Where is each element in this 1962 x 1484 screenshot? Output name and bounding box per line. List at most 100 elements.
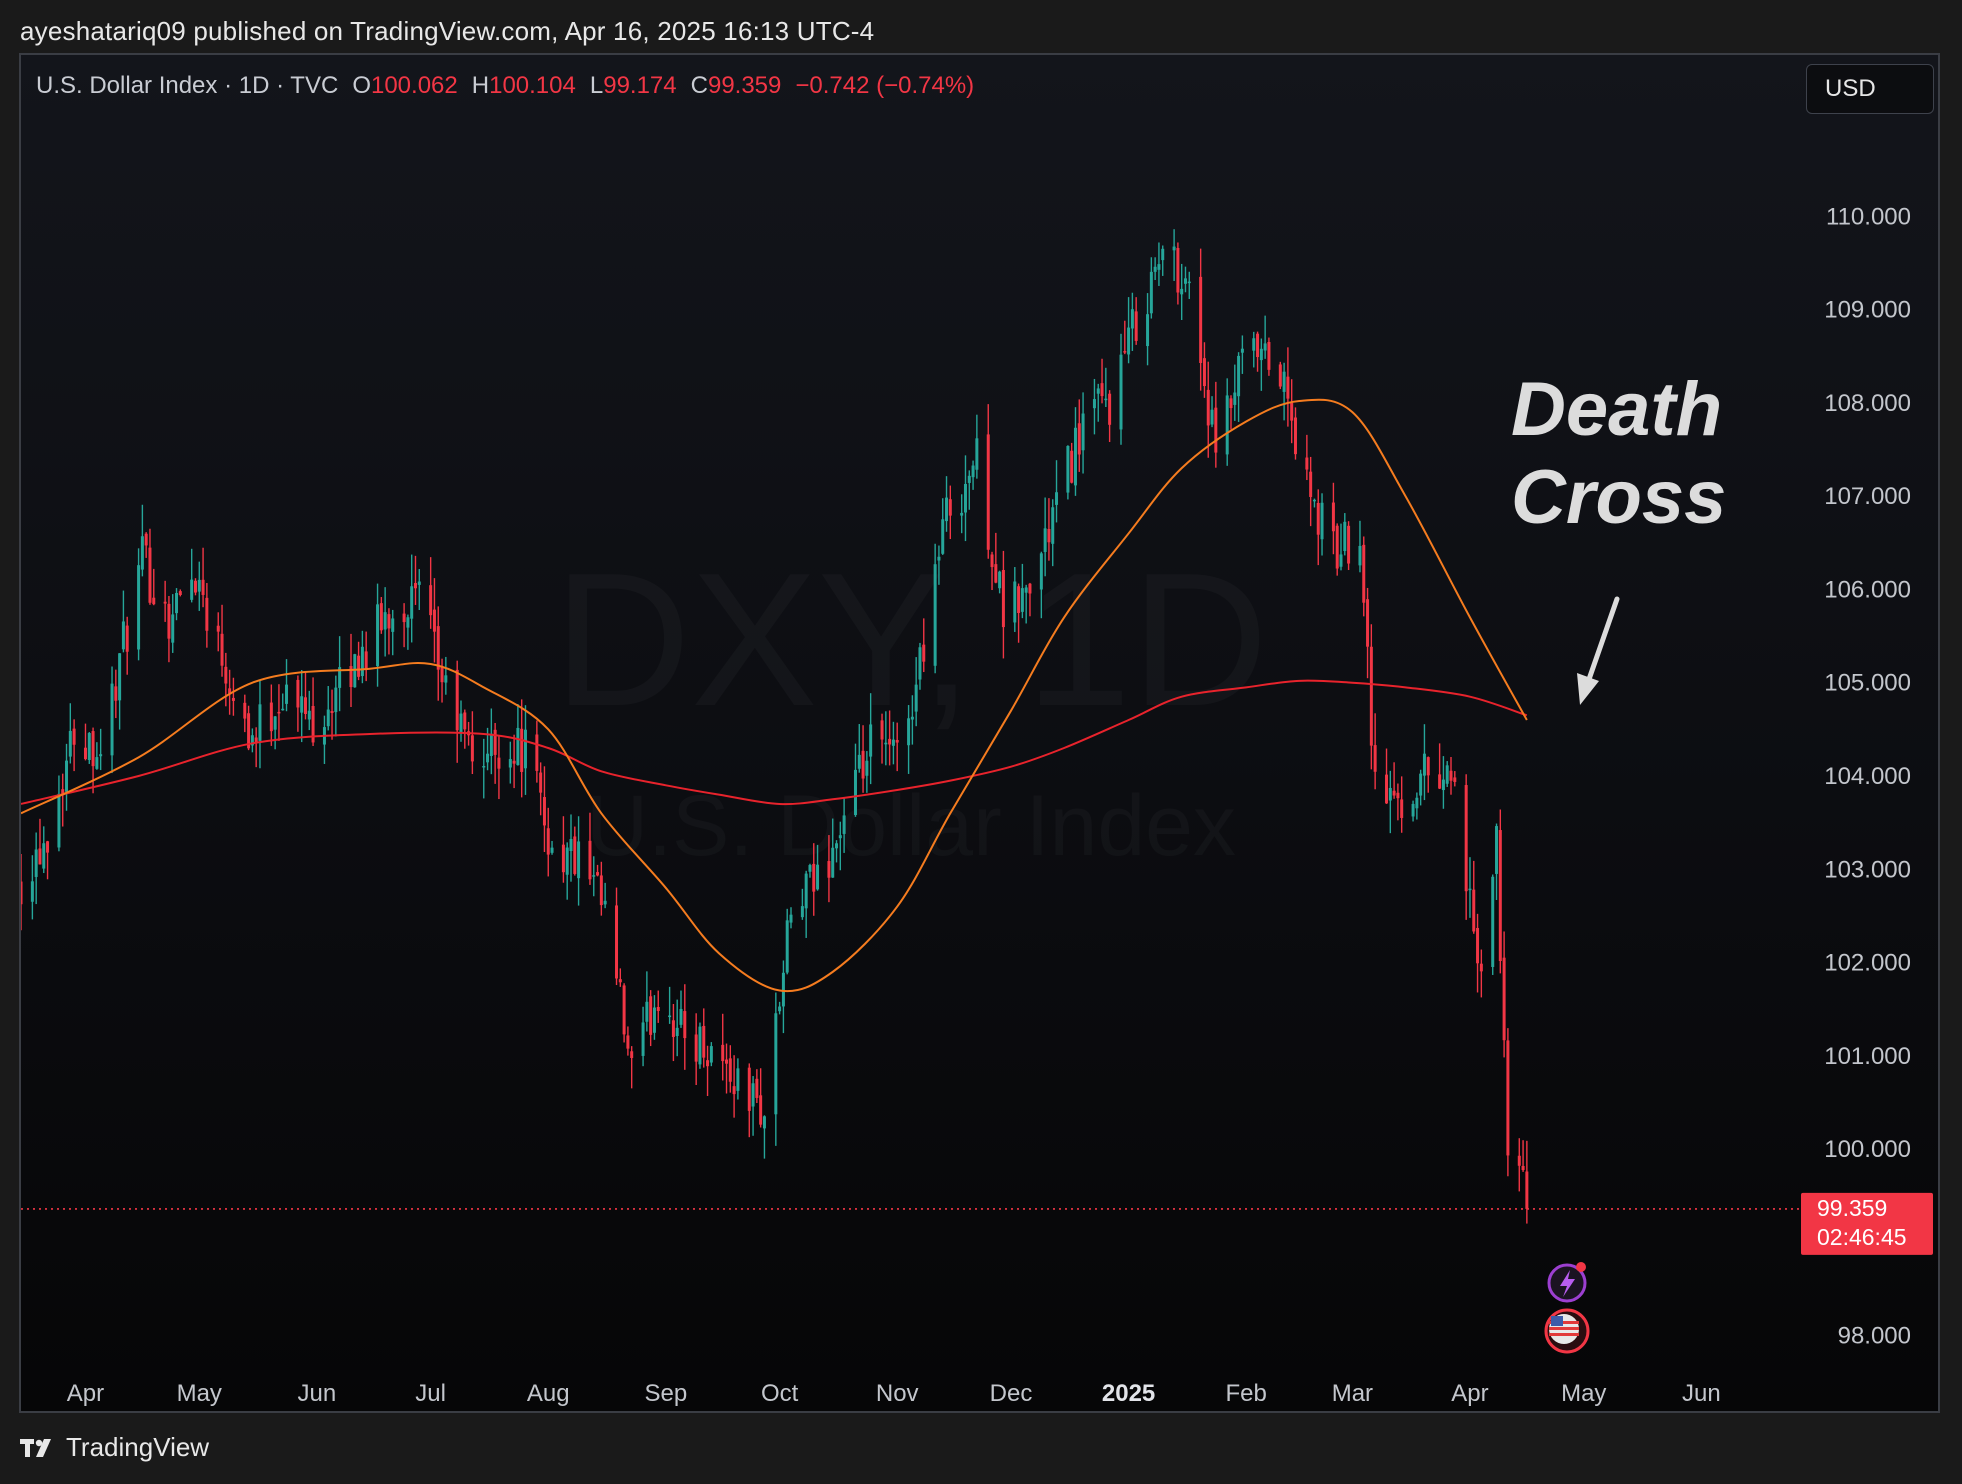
candle-body xyxy=(68,730,72,757)
candle-body xyxy=(1020,588,1024,612)
time-tick-label: 2025 xyxy=(1102,1380,1155,1407)
candle-body xyxy=(137,565,141,650)
candle-body xyxy=(1449,770,1453,781)
candle-body xyxy=(1229,398,1233,409)
candle-body xyxy=(508,759,512,768)
price-axis[interactable]: 110.000 109.000 108.000 107.000 106.000 105.0… xyxy=(1824,203,1911,1349)
candle-body xyxy=(459,713,463,733)
candle-body xyxy=(83,747,87,760)
candle-body xyxy=(592,875,596,877)
candle-body xyxy=(706,1060,710,1067)
candle-body xyxy=(1312,499,1316,502)
candle-body xyxy=(869,724,873,757)
candle-body xyxy=(990,554,994,568)
candle-body xyxy=(941,519,945,554)
candle-body xyxy=(975,438,979,470)
candle-body xyxy=(736,1068,740,1091)
low-value: 99.174 xyxy=(603,72,677,99)
candle-body xyxy=(1123,351,1127,353)
candle-body xyxy=(1309,471,1313,497)
candle-body xyxy=(1369,646,1373,746)
annotation-line2: Cross xyxy=(1511,455,1726,540)
sma-fast-line xyxy=(21,398,1528,993)
candle-body xyxy=(497,757,501,769)
candle-body xyxy=(1293,417,1297,455)
candle-body xyxy=(535,734,539,771)
price-tick-label: 98.000 xyxy=(1838,1323,1911,1350)
candle-body xyxy=(402,613,406,623)
candle-body xyxy=(599,875,603,906)
candle-body xyxy=(1210,409,1214,425)
candle-body xyxy=(1043,528,1047,552)
price-chart[interactable]: DXY, 1D U.S. Dollar Index 110.000 109.000… xyxy=(21,55,1938,1411)
candle-body xyxy=(603,900,607,905)
price-tick-label: 107.000 xyxy=(1824,483,1911,510)
candle-body xyxy=(618,979,622,983)
candle-body xyxy=(224,666,228,684)
candle-body xyxy=(296,679,300,708)
candle-body xyxy=(1472,889,1476,932)
candle-body xyxy=(827,861,831,878)
candle-body xyxy=(99,754,103,757)
candle-body xyxy=(994,564,998,583)
low-label: L xyxy=(589,72,604,99)
candle-body xyxy=(960,512,964,516)
candle-body xyxy=(201,579,205,595)
us-flag-icon[interactable] xyxy=(1544,1308,1590,1354)
candle-body xyxy=(121,621,125,650)
candle-body xyxy=(1161,248,1165,261)
candle-body xyxy=(1252,338,1256,351)
candle-body xyxy=(762,1116,766,1129)
candle-body xyxy=(190,579,194,600)
candle-body xyxy=(831,847,835,878)
candle-body xyxy=(785,920,789,973)
candle-body xyxy=(1498,830,1502,962)
currency-button[interactable]: USD xyxy=(1806,64,1934,114)
candle-body xyxy=(1373,745,1377,772)
published-line: ayeshatariq09 published on TradingView.c… xyxy=(20,16,875,46)
candle-body xyxy=(417,581,421,585)
candle-body xyxy=(21,881,23,905)
candle-body xyxy=(1320,502,1324,540)
candle-body xyxy=(516,727,520,766)
candle-body xyxy=(645,1001,649,1022)
price-tick-label: 104.000 xyxy=(1824,763,1911,790)
candle-body xyxy=(38,848,42,865)
time-tick-label: Mar xyxy=(1332,1380,1373,1407)
candle-body xyxy=(364,651,368,669)
time-axis[interactable]: Apr May Jun Jul Aug Sep Oct Nov Dec 2025 Feb Mar Apr… xyxy=(67,1380,1721,1407)
candle-body xyxy=(577,841,581,879)
candle-body xyxy=(1180,288,1184,295)
candle-body xyxy=(247,713,251,749)
candle-body xyxy=(436,626,440,670)
watermark-name: U.S. Dollar Index xyxy=(586,778,1236,874)
candle-body xyxy=(1187,281,1191,284)
candle-body xyxy=(1316,502,1320,535)
candle-body xyxy=(971,465,975,478)
change-value: −0.742 (−0.74%) xyxy=(795,72,975,99)
candles xyxy=(21,229,1529,1224)
candle-body xyxy=(228,688,232,694)
candle-body xyxy=(353,654,357,688)
candle-body xyxy=(523,729,527,769)
candle-body xyxy=(470,735,474,762)
event-markers[interactable] xyxy=(1544,1262,1590,1354)
candle-body xyxy=(588,840,592,880)
candle-body xyxy=(1183,278,1187,284)
chart-frame[interactable]: DXY, 1D U.S. Dollar Index 110.000 109.000… xyxy=(19,53,1940,1413)
candle-body xyxy=(205,597,209,631)
candle-body xyxy=(243,702,247,719)
candle-body xyxy=(853,769,857,816)
last-price-value: 99.359 xyxy=(1817,1195,1887,1221)
candle-body xyxy=(326,709,330,727)
lightning-icon[interactable] xyxy=(1547,1262,1587,1303)
footer-brand[interactable]: TradingView xyxy=(20,1432,209,1463)
candle-body xyxy=(842,815,846,834)
candle-body xyxy=(1073,427,1077,486)
candle-body xyxy=(512,760,516,764)
symbol-name: U.S. Dollar Index · 1D · TVC xyxy=(36,72,339,99)
price-tick-label: 108.000 xyxy=(1824,390,1911,417)
candle-body xyxy=(429,585,433,616)
candle-body xyxy=(998,571,1002,589)
annotation-line1: Death xyxy=(1511,367,1722,452)
